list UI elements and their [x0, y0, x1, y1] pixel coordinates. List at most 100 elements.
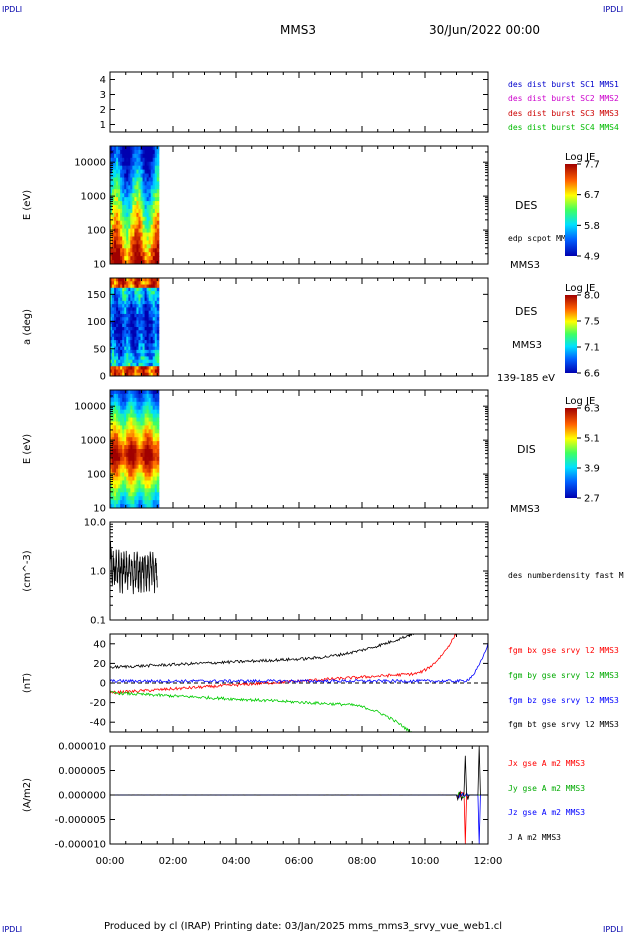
spectrogram-cell — [156, 500, 160, 505]
spectrogram-cell — [128, 372, 131, 376]
spectrogram-cell — [116, 340, 119, 344]
instrument-label: DES — [515, 199, 537, 212]
spectrogram-cell — [116, 464, 119, 470]
spectrogram-cell — [138, 278, 142, 282]
spectrogram-cell — [156, 492, 160, 497]
spectrogram-cell — [134, 456, 137, 462]
spectrogram-cell — [140, 468, 144, 474]
spectrogram-cell — [124, 413, 127, 419]
spectrogram-cell — [148, 472, 152, 478]
spectrogram-cell — [136, 425, 139, 430]
spectrogram-cell — [140, 369, 144, 374]
spectrogram-cell — [118, 300, 121, 305]
spectrogram-cell — [154, 421, 158, 426]
spectrogram-cell — [124, 496, 127, 501]
spectrogram-cell — [154, 401, 158, 407]
spectrogram-cell — [130, 488, 133, 493]
spectrogram-cell — [112, 468, 115, 474]
spectrogram-cell — [110, 304, 113, 308]
spectrogram-cell — [138, 417, 142, 422]
spectrogram-cell — [152, 488, 156, 493]
spectrogram-cell — [120, 460, 123, 466]
spectrogram-cell — [110, 240, 113, 245]
spectrogram-cell — [154, 153, 158, 159]
spectrogram-cell — [134, 232, 137, 237]
spectrogram-cell — [120, 492, 123, 497]
spectrogram-cell — [138, 149, 142, 155]
spectrogram-cell — [134, 317, 137, 321]
spectrogram-cell — [134, 429, 137, 434]
spectrogram-cell — [134, 300, 137, 305]
spectrogram-cell — [124, 291, 127, 295]
spectrogram-cell — [146, 256, 150, 261]
spectrogram-cell — [156, 369, 160, 374]
spectrogram-cell — [152, 224, 156, 230]
spectrogram-cell — [122, 452, 125, 458]
spectrogram-cell — [122, 313, 125, 318]
spectrogram-cell — [144, 433, 148, 438]
spectrogram-cell — [126, 390, 129, 395]
spectrogram-cell — [130, 310, 133, 315]
spectrogram-cell — [116, 307, 119, 312]
spectrogram-cell — [148, 488, 152, 493]
spectrogram-cell — [130, 366, 133, 370]
spectrogram-cell — [118, 472, 121, 478]
spectrogram-cell — [134, 260, 137, 264]
spectrogram-cell — [154, 281, 158, 286]
spectrogram-cell — [150, 397, 154, 403]
spectrogram-cell — [134, 161, 137, 167]
spectrogram-cell — [134, 149, 137, 155]
spectrogram-cell — [144, 417, 148, 422]
spectrogram-cell — [136, 181, 139, 186]
series-label-density: des numberdensity fast M — [508, 571, 624, 580]
spectrogram-cell — [132, 449, 135, 454]
spectrogram-cell — [152, 492, 156, 497]
spectrogram-cell — [122, 468, 125, 474]
spectrogram-cell — [112, 193, 115, 198]
spectrogram-cell — [120, 496, 123, 501]
spectrogram-cell — [150, 484, 154, 489]
spectrogram-cell — [150, 224, 154, 230]
y-tick-label: 0.000000 — [58, 791, 106, 802]
spectrogram-cell — [116, 297, 119, 302]
y-tick-label: -20 — [90, 698, 106, 709]
spectrogram-cell — [156, 169, 160, 175]
spectrogram-cell — [122, 284, 125, 289]
spectrogram-cell — [134, 165, 137, 171]
spectrogram-cell — [128, 228, 131, 234]
spectrogram-cell — [156, 294, 160, 299]
spectrogram-cell — [132, 169, 135, 175]
spectrogram-cell — [126, 437, 129, 442]
j-series-line — [110, 746, 488, 802]
spectrogram-cell — [154, 228, 158, 234]
spectrogram-cell — [116, 359, 119, 364]
spectrogram-cell — [152, 362, 156, 367]
spectrogram-cell — [118, 323, 121, 328]
spectrogram-cell — [146, 441, 150, 446]
spectrogram-cell — [152, 278, 156, 282]
spectrogram-cell — [132, 413, 135, 419]
spectrogram-cell — [114, 149, 117, 155]
spectrogram-cell — [130, 260, 133, 264]
spectrogram-cell — [134, 362, 137, 367]
spectrogram-cell — [156, 397, 160, 403]
spectrogram-cell — [148, 421, 152, 426]
spectrogram-cell — [112, 307, 115, 312]
spectrogram-cell — [116, 287, 119, 292]
spectrogram-cell — [114, 323, 117, 328]
spectrogram-cell — [150, 356, 154, 361]
spectrogram-cell — [156, 488, 160, 493]
y-tick-label: 1000 — [81, 192, 106, 203]
spectrogram-cell — [114, 452, 117, 458]
spectrogram-cell — [146, 401, 150, 407]
spectrogram-cell — [148, 346, 152, 351]
spectrogram-cell — [124, 189, 127, 194]
spectrogram-cell — [122, 346, 125, 351]
spectrogram-cell — [114, 366, 117, 370]
spectrogram-cell — [110, 300, 113, 305]
spectrogram-cell — [156, 165, 160, 171]
spectrogram-cell — [132, 372, 135, 376]
spectrogram-cell — [132, 401, 135, 407]
spectrogram-cell — [154, 433, 158, 438]
spectrogram-cell — [130, 445, 133, 450]
